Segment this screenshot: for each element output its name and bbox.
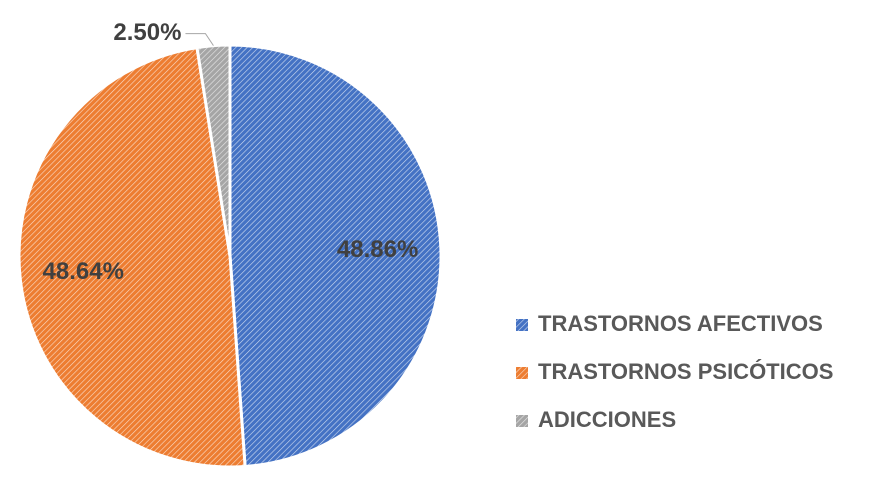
leader-line — [185, 33, 214, 46]
legend-label: ADICCIONES — [538, 407, 676, 432]
data-label: 48.86% — [337, 236, 418, 263]
data-label: 48.64% — [43, 258, 124, 285]
legend-swatch — [516, 415, 528, 427]
legend-label: TRASTORNOS AFECTIVOS — [538, 311, 823, 336]
pie-slice — [228, 43, 443, 469]
data-label: 2.50% — [113, 19, 181, 46]
pie-slice — [17, 45, 247, 469]
legend-swatch — [516, 367, 528, 379]
legend-label: TRASTORNOS PSICÓTICOS — [538, 359, 833, 384]
legend-swatch — [516, 319, 528, 331]
